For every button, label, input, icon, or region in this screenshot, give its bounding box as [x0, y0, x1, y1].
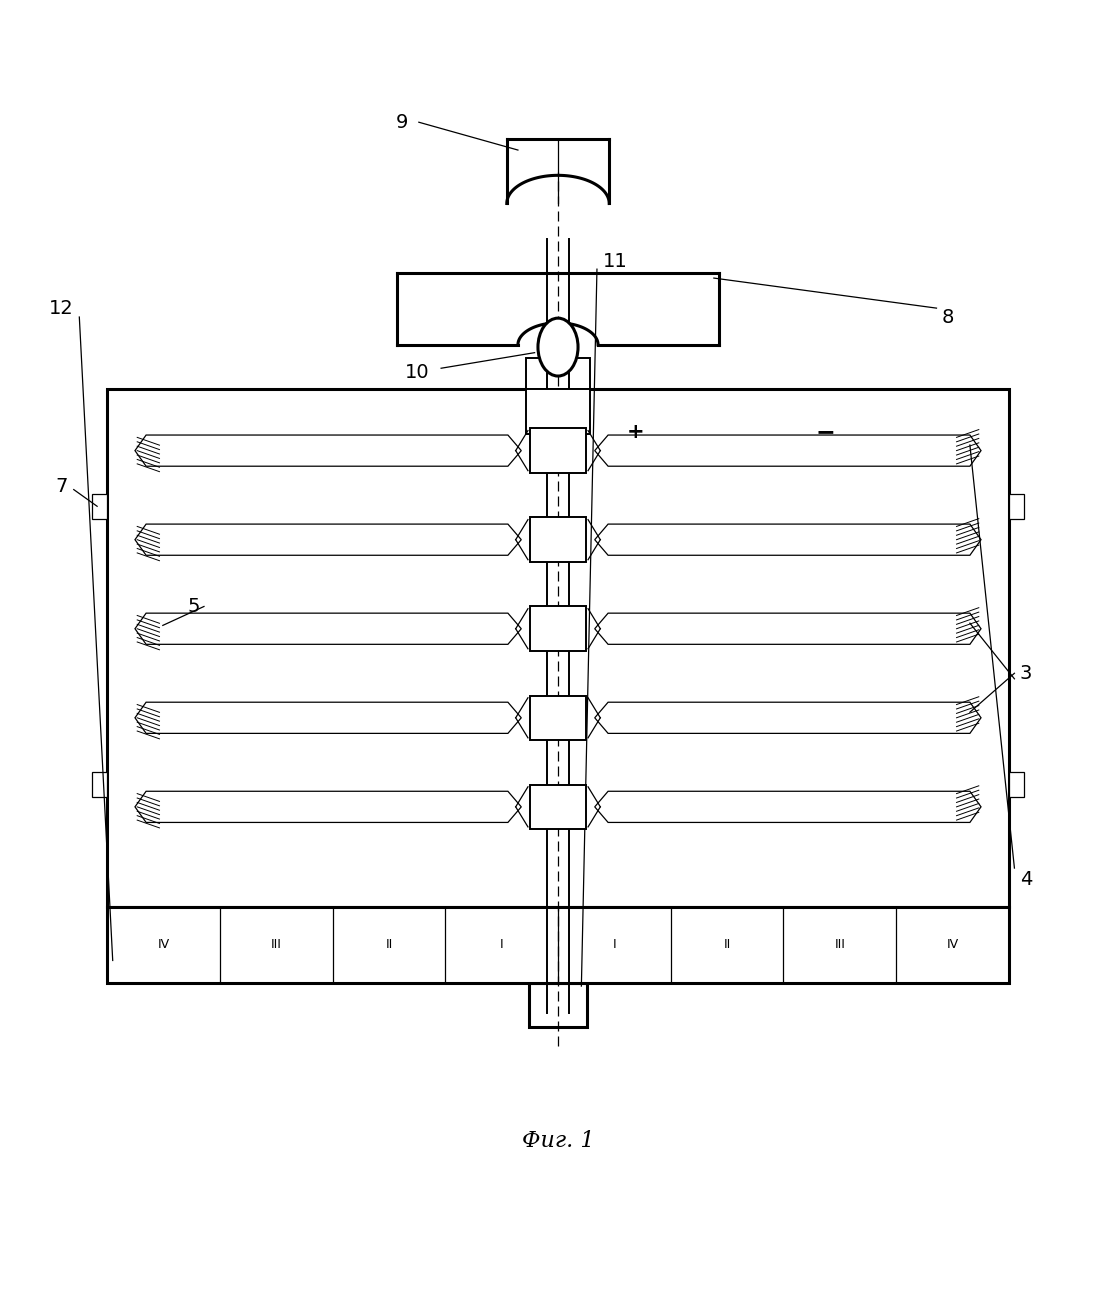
Text: 10: 10 — [405, 363, 430, 383]
Polygon shape — [595, 792, 981, 823]
Text: IV: IV — [157, 939, 170, 952]
Text: 12: 12 — [49, 298, 74, 318]
Polygon shape — [135, 613, 521, 644]
Polygon shape — [107, 389, 1009, 907]
Polygon shape — [530, 695, 586, 740]
Text: I: I — [500, 939, 503, 952]
Polygon shape — [595, 435, 981, 466]
Text: 9: 9 — [395, 113, 407, 132]
Polygon shape — [530, 607, 586, 651]
Text: IV: IV — [946, 939, 959, 952]
Text: I: I — [613, 939, 616, 952]
Text: −: − — [816, 419, 835, 444]
Polygon shape — [595, 525, 981, 555]
Text: 7: 7 — [56, 477, 68, 496]
Polygon shape — [526, 389, 590, 434]
Text: 5: 5 — [187, 598, 200, 616]
Polygon shape — [526, 358, 590, 389]
Polygon shape — [135, 792, 521, 823]
Text: II: II — [723, 939, 731, 952]
Polygon shape — [135, 435, 521, 466]
Polygon shape — [1009, 493, 1024, 518]
Text: 3: 3 — [1020, 664, 1032, 682]
Polygon shape — [135, 702, 521, 733]
Text: Фиг. 1: Фиг. 1 — [522, 1130, 594, 1152]
Text: III: III — [835, 939, 845, 952]
Text: +: + — [627, 422, 645, 441]
Text: II: II — [385, 939, 393, 952]
Text: 11: 11 — [603, 251, 627, 271]
Text: 8: 8 — [942, 307, 954, 327]
Polygon shape — [1009, 772, 1024, 797]
Polygon shape — [92, 772, 107, 797]
Polygon shape — [595, 613, 981, 644]
Polygon shape — [107, 907, 1009, 983]
Text: 4: 4 — [1020, 870, 1032, 889]
Polygon shape — [529, 983, 587, 1027]
Ellipse shape — [538, 318, 578, 376]
Polygon shape — [135, 525, 521, 555]
Polygon shape — [92, 493, 107, 518]
Polygon shape — [530, 517, 586, 562]
Polygon shape — [530, 785, 586, 829]
Text: III: III — [271, 939, 281, 952]
Polygon shape — [595, 702, 981, 733]
Polygon shape — [530, 428, 586, 473]
